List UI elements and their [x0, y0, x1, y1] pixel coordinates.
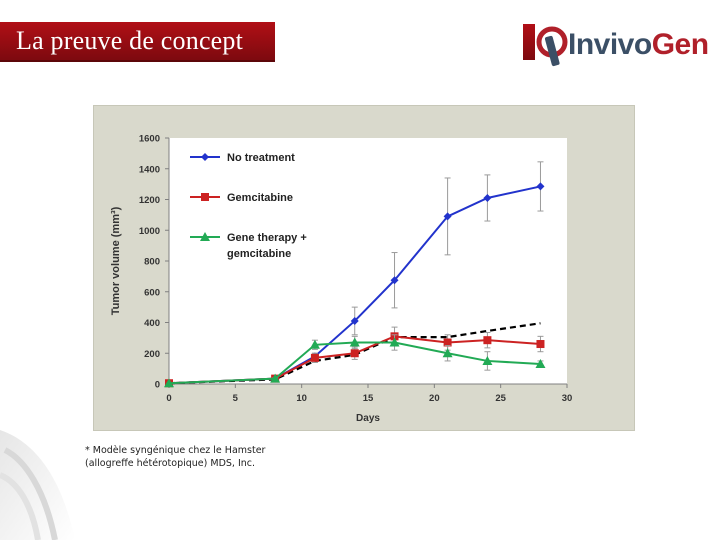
- data-point: [270, 373, 281, 383]
- x-tick-label: 0: [166, 393, 171, 404]
- x-axis-label: Days: [356, 413, 380, 424]
- legend-swatch-marker: [201, 193, 209, 201]
- series-line: [168, 335, 541, 385]
- y-tick-label: 0: [155, 380, 160, 391]
- decorative-swirl-icon: [0, 430, 75, 540]
- invivogen-logo-icon: [536, 26, 568, 67]
- tumor-volume-chart: 0 200 400 600 800 1000 1200 1400 1600 0 5 10 15 20 25 3…: [110, 134, 573, 425]
- y-tick-label: 1600: [139, 134, 160, 145]
- logo-text: InvivoGen: [568, 28, 709, 62]
- logo-bar: [523, 24, 535, 60]
- y-axis-label: Tumor volume (mm³): [110, 206, 122, 315]
- series-2: [164, 334, 546, 388]
- series-3: [168, 322, 541, 385]
- y-tick-label: 1000: [139, 226, 160, 237]
- data-point: [483, 336, 492, 345]
- x-tick-label: 20: [429, 393, 440, 404]
- data-point: [350, 316, 359, 325]
- footnote: * Modèle syngénique chez le Hamster (all…: [85, 444, 265, 470]
- data-point: [443, 212, 452, 221]
- data-point: [536, 340, 545, 349]
- legend-swatch-marker: [201, 153, 209, 161]
- data-point: [483, 193, 492, 202]
- x-tick-label: 5: [233, 393, 239, 404]
- data-point: [442, 348, 453, 358]
- data-point: [389, 337, 400, 347]
- legend-label: No treatment: [227, 152, 295, 164]
- data-point: [349, 337, 360, 347]
- y-tick-label: 600: [144, 287, 160, 298]
- legend-entry: Gene therapy + gemcitabine: [190, 232, 307, 260]
- x-tick-label: 25: [495, 393, 506, 404]
- x-tick-label: 15: [363, 393, 374, 404]
- title-bar: [0, 22, 275, 62]
- data-point: [309, 339, 320, 349]
- data-point: [390, 276, 399, 285]
- footnote-line-1: * Modèle syngénique chez le Hamster: [85, 445, 266, 456]
- data-point: [482, 355, 493, 365]
- logo-text-gen: Gen: [651, 28, 709, 61]
- series-line: [168, 341, 541, 385]
- legend-label: gemcitabine: [227, 248, 291, 260]
- y-tick-label: 800: [144, 257, 160, 268]
- data-point: [310, 353, 319, 362]
- legend-entry: No treatment: [190, 152, 295, 164]
- data-point: [536, 182, 545, 191]
- legend-entry: Gemcitabine: [190, 192, 293, 204]
- legend-label: Gene therapy +: [227, 232, 307, 244]
- series-line: [168, 322, 541, 385]
- footnote-line-2: (allogreffe hétérotopique) MDS, Inc.: [85, 458, 256, 469]
- x-tick-label: 10: [296, 393, 307, 404]
- legend-label: Gemcitabine: [227, 192, 293, 204]
- y-tick-label: 400: [144, 318, 160, 329]
- data-point: [164, 378, 174, 388]
- logo-text-invivo: Invivo: [568, 28, 652, 61]
- data-point: [535, 359, 546, 369]
- data-point: [350, 349, 359, 358]
- y-tick-label: 1200: [139, 195, 160, 206]
- x-tick-label: 30: [562, 393, 573, 404]
- y-tick-label: 1400: [139, 164, 160, 175]
- slide-title: La preuve de concept: [16, 26, 244, 55]
- y-tick-label: 200: [144, 349, 160, 360]
- legend-swatch-marker: [200, 232, 210, 241]
- data-point: [443, 338, 452, 347]
